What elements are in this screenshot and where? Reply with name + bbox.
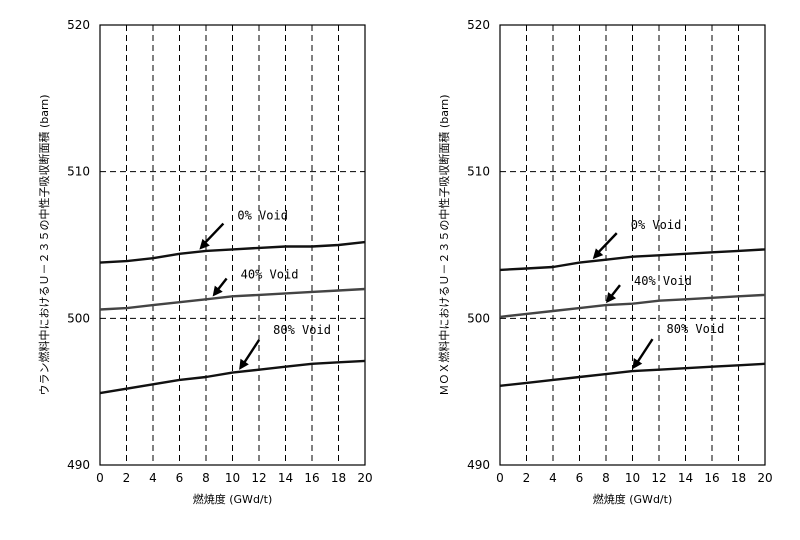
x-tick-label: 4 (149, 471, 157, 485)
series-line-3 (99, 359, 366, 395)
series-line-1 (99, 240, 366, 264)
x-tick-label: 8 (202, 471, 210, 485)
y-tick-label: 520 (67, 18, 90, 32)
annotation-arrow-shaft (201, 222, 225, 247)
annotation-label: 80% Void (273, 323, 331, 337)
y-tick-label: 510 (67, 165, 90, 179)
annotation-arrow-shaft (241, 339, 261, 367)
annotation-arrow-head (606, 292, 617, 304)
annotation-label: 0% Void (237, 209, 288, 223)
y-tick-label: 500 (67, 311, 90, 325)
x-tick-label: 16 (704, 471, 719, 485)
x-tick-label: 16 (304, 471, 319, 485)
x-tick-label: 18 (731, 471, 746, 485)
x-tick-label: 0 (96, 471, 104, 485)
annotation-label: 0% Void (631, 218, 682, 232)
x-tick-label: 4 (549, 471, 557, 485)
x-axis-label: 燃焼度 (GWd/t) (593, 492, 672, 506)
y-axis-label: ウラン燃料中におけるＵ－２３５の中性子吸収断面積 (barn) (37, 94, 51, 395)
x-axis-label: 燃焼度 (GWd/t) (193, 492, 272, 506)
x-tick-label: 20 (757, 471, 772, 485)
annotation-arrow-head (592, 248, 604, 260)
x-tick-label: 12 (651, 471, 666, 485)
x-tick-label: 10 (225, 471, 240, 485)
x-tick-label: 10 (625, 471, 640, 485)
x-tick-label: 18 (331, 471, 346, 485)
annotation-arrow-shaft (594, 232, 618, 256)
x-tick-label: 12 (251, 471, 266, 485)
annotation-arrow-head (632, 358, 643, 370)
annotation-arrow-shaft (634, 338, 654, 366)
y-tick-label: 520 (467, 18, 490, 32)
x-tick-label: 6 (576, 471, 584, 485)
series-line-2 (499, 293, 766, 319)
series-line-2 (99, 287, 366, 311)
chart-panel-2: 0 2 4 6 8 10 12 14 16 18 20 490 500 510 520 燃焼度 (GWd/t)… (437, 18, 773, 506)
y-tick-label: 510 (467, 165, 490, 179)
plot-frame (99, 24, 366, 466)
y-tick-label: 490 (467, 458, 490, 472)
x-tick-label: 2 (123, 471, 131, 485)
y-axis-label: ＭＯＸ燃料中におけるＵ－２３５の中性子吸収断面積 (barn) (437, 94, 451, 395)
annotation-arrow-head (212, 285, 223, 297)
annotation-arrow-head (239, 358, 249, 370)
annotation-arrow-head (199, 238, 210, 250)
series-line-1 (499, 248, 766, 272)
x-tick-label: 2 (523, 471, 531, 485)
x-tick-label: 6 (176, 471, 184, 485)
annotation-label: 40% Void (241, 268, 299, 282)
series-line-3 (499, 362, 766, 387)
x-tick-label: 20 (357, 471, 372, 485)
chart-panel-1: 0 2 4 6 8 10 12 14 16 18 20 490 500 510 520 燃焼度 (GWd/t)… (37, 18, 373, 506)
y-tick-label: 500 (467, 311, 490, 325)
x-tick-label: 8 (602, 471, 610, 485)
annotation-label: 80% Void (667, 322, 725, 336)
x-tick-label: 14 (678, 471, 693, 485)
annotation-label: 40% Void (634, 274, 692, 288)
x-tick-label: 14 (278, 471, 293, 485)
x-tick-label: 0 (496, 471, 504, 485)
plot-frame (499, 24, 766, 466)
y-tick-label: 490 (67, 458, 90, 472)
